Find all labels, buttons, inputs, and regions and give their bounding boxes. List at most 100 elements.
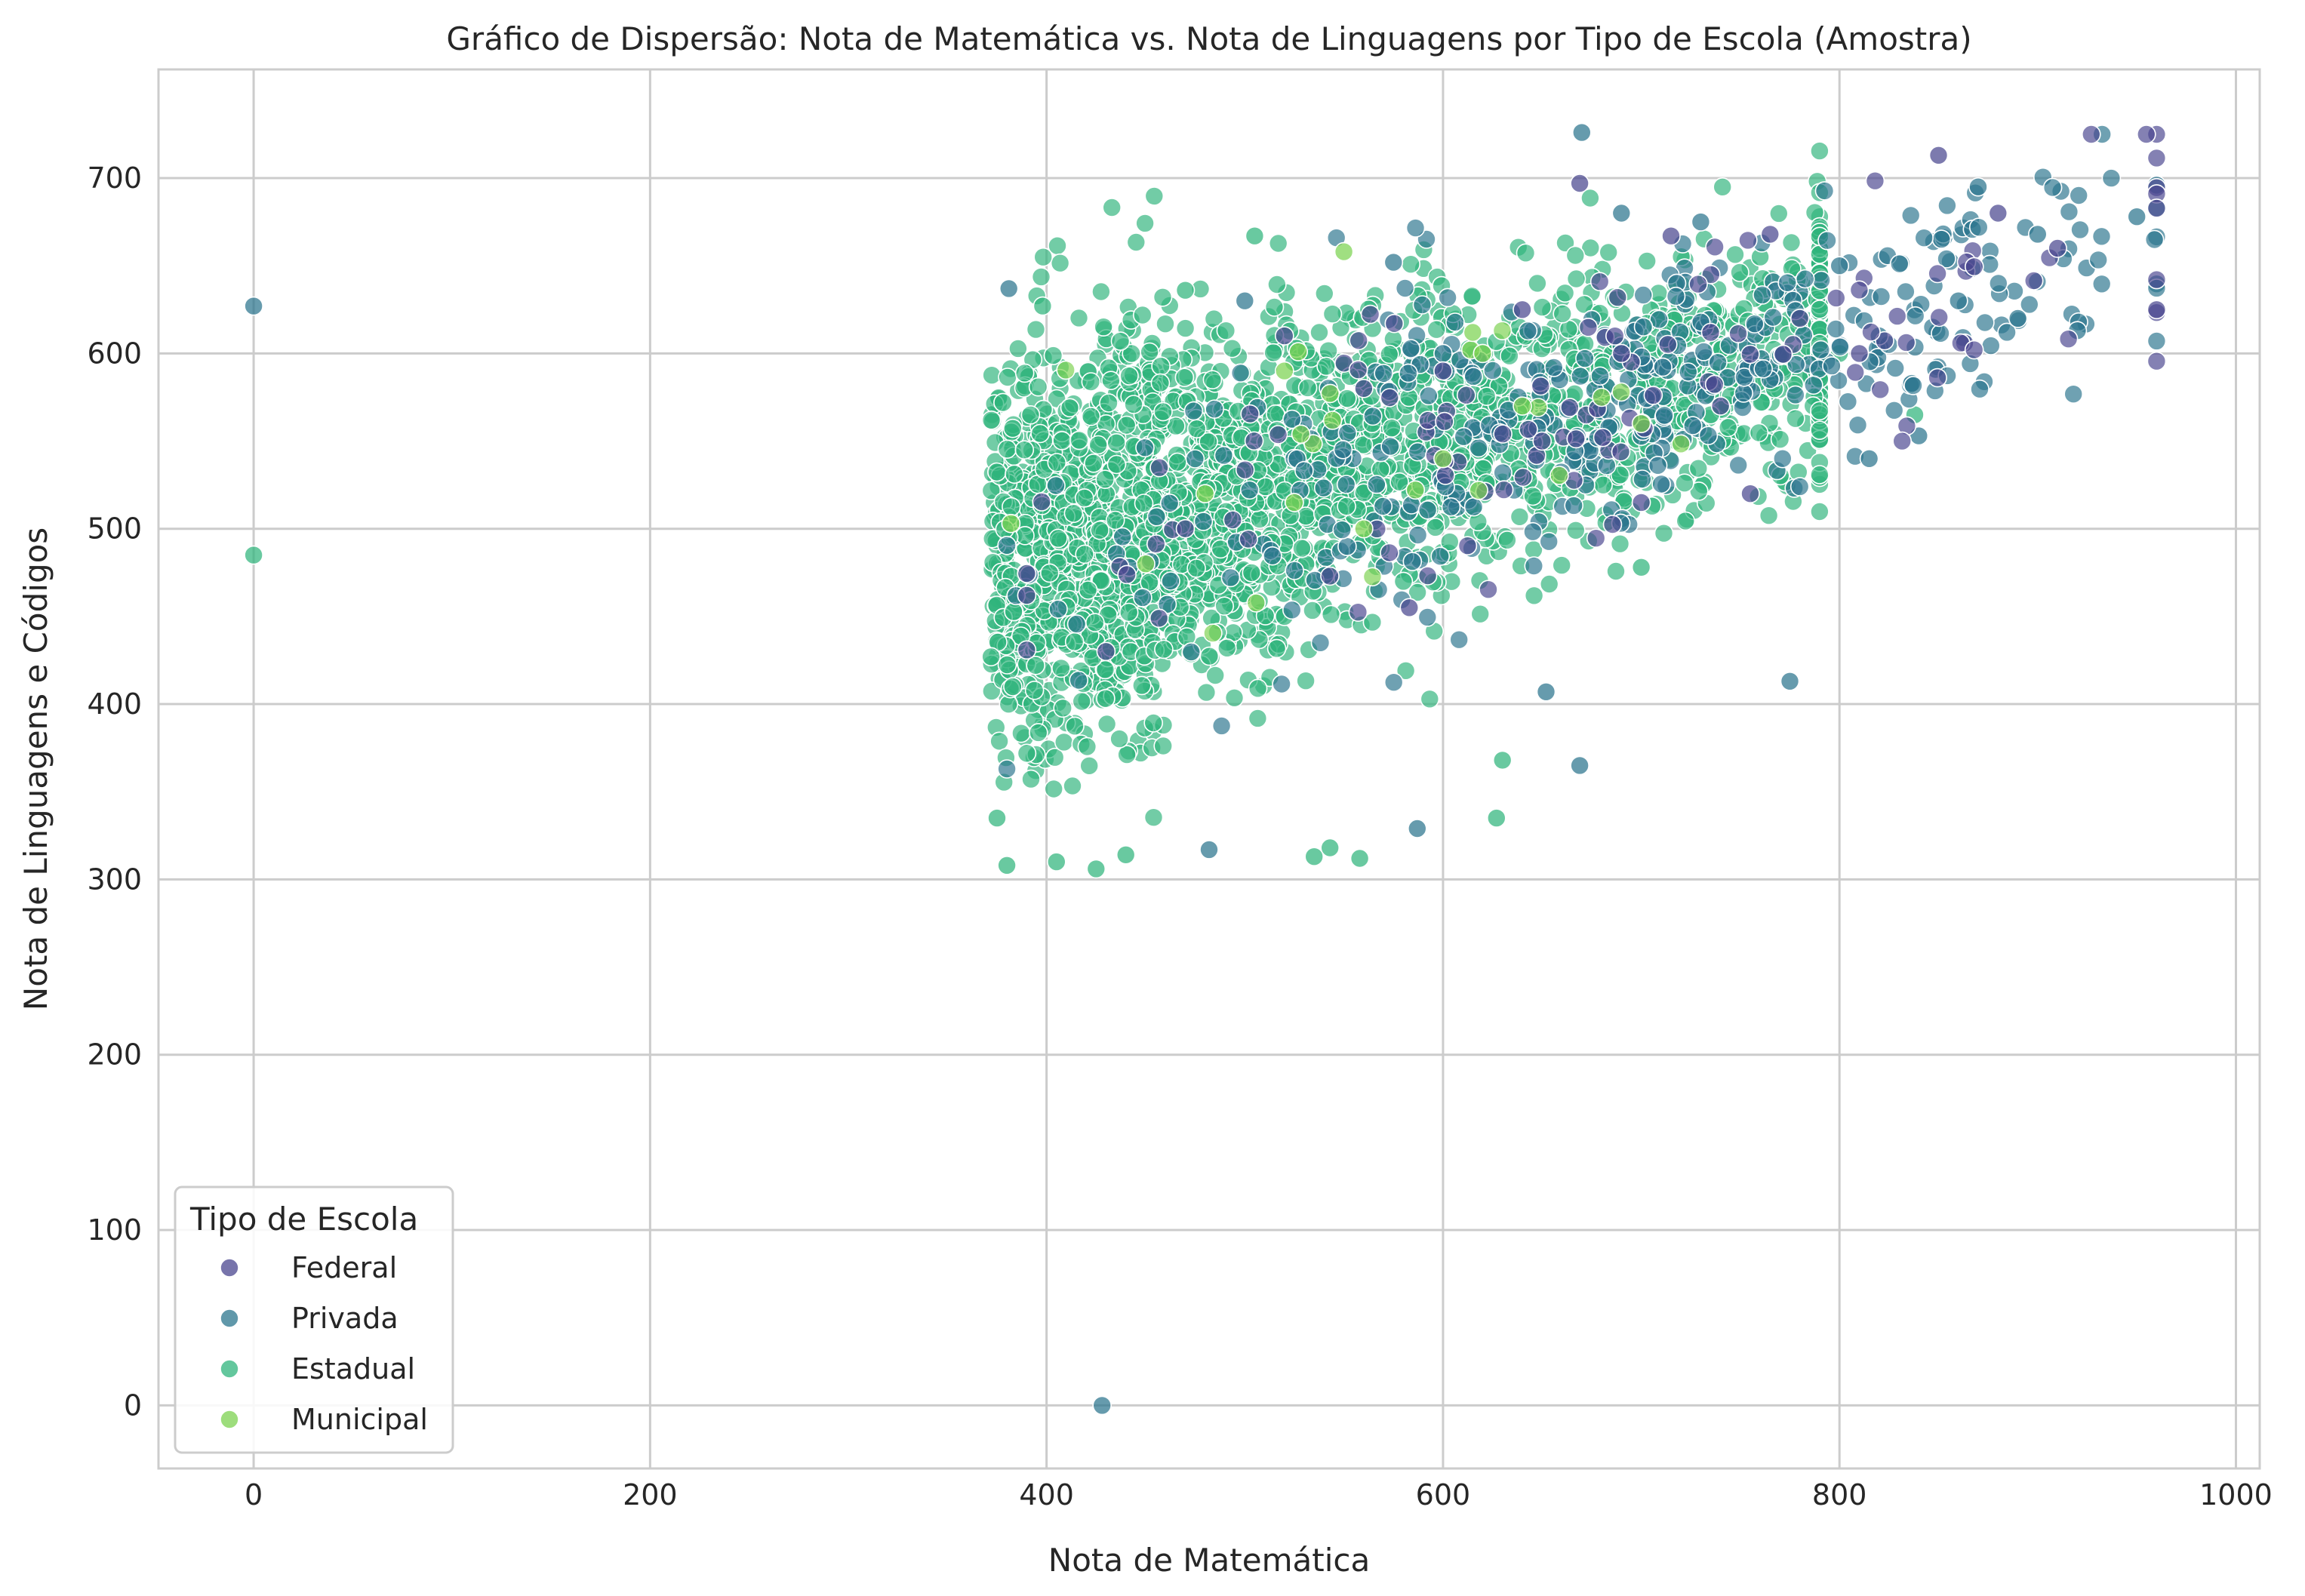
y-tick-label: 100 — [87, 1213, 142, 1247]
data-point-federal — [1849, 343, 1870, 364]
data-point-federal — [1433, 361, 1453, 381]
data-point-privada — [1795, 269, 1815, 289]
data-point-estadual — [1749, 423, 1769, 443]
data-point-estadual — [1090, 520, 1109, 540]
data-point-privada — [1419, 386, 1439, 406]
data-point-estadual — [1086, 859, 1106, 879]
data-point-estadual — [1021, 769, 1041, 789]
data-point-estadual — [1401, 254, 1420, 275]
data-point-estadual — [1676, 511, 1695, 531]
data-point-estadual — [982, 365, 1002, 386]
data-point-federal — [1738, 230, 1758, 251]
data-point-privada — [1337, 537, 1357, 557]
data-point-privada — [1483, 361, 1503, 380]
data-point-estadual — [1688, 458, 1709, 478]
data-point-privada — [1914, 228, 1934, 248]
data-point-estadual — [981, 647, 1001, 667]
data-point-privada — [1708, 352, 1728, 373]
data-point-privada — [1181, 642, 1202, 662]
data-point-municipal — [1291, 424, 1311, 444]
data-point-privada — [1679, 362, 1698, 382]
data-point-privada — [1691, 212, 1711, 232]
data-point-estadual — [1075, 488, 1094, 508]
data-point-privada — [1524, 556, 1544, 576]
data-point-estadual — [1008, 339, 1028, 358]
data-point-privada — [1811, 340, 1831, 360]
data-point-privada — [1536, 681, 1556, 702]
data-point-privada — [1463, 367, 1483, 386]
data-point-estadual — [1309, 322, 1329, 343]
data-point-estadual — [1150, 373, 1171, 393]
data-point-privada — [1214, 445, 1234, 466]
data-point-federal — [1704, 374, 1725, 395]
data-point-estadual — [1102, 198, 1122, 217]
data-point-estadual — [1718, 417, 1738, 438]
data-point-federal — [1566, 429, 1586, 449]
x-tick-label: 200 — [623, 1478, 678, 1511]
data-point-estadual — [1088, 435, 1108, 455]
data-point-estadual — [1292, 538, 1312, 558]
data-point-privada — [1408, 525, 1428, 545]
data-point-municipal — [1463, 322, 1483, 343]
data-point-privada — [1970, 379, 1990, 399]
data-point-federal — [1760, 224, 1780, 244]
data-point-estadual — [1151, 356, 1171, 377]
data-point-privada — [1408, 819, 1427, 838]
data-point-estadual — [1060, 398, 1080, 418]
data-point-privada — [1294, 460, 1314, 481]
data-point-privada — [2070, 220, 2090, 240]
x-tick-label: 800 — [1812, 1478, 1867, 1511]
legend-title: Tipo de Escola — [189, 1201, 418, 1238]
data-point-estadual — [1524, 586, 1544, 606]
data-point-federal — [1790, 309, 1810, 328]
data-point-federal — [1360, 304, 1380, 324]
data-point-privada — [2069, 186, 2088, 205]
data-point-estadual — [1105, 510, 1125, 530]
data-point-estadual — [1566, 269, 1586, 289]
data-point-estadual — [1081, 372, 1101, 392]
x-axis-label: Nota de Matemática — [1048, 1542, 1370, 1579]
data-point-privada — [1649, 309, 1669, 330]
data-point-estadual — [1063, 776, 1082, 796]
data-point-federal — [1593, 427, 1613, 447]
data-point-estadual — [1003, 418, 1023, 438]
data-point-estadual — [1051, 658, 1071, 678]
data-point-estadual — [1266, 404, 1285, 424]
data-point-privada — [1968, 177, 1988, 197]
data-point-privada — [1753, 285, 1772, 305]
data-point-federal — [1239, 529, 1258, 549]
data-point-federal — [2147, 351, 2167, 371]
data-point-estadual — [1144, 186, 1165, 206]
data-point-privada — [997, 535, 1017, 555]
data-point-estadual — [1156, 314, 1175, 334]
data-point-privada — [1159, 493, 1180, 513]
data-point-municipal — [1631, 414, 1651, 434]
data-point-privada — [1773, 448, 1793, 469]
data-point-estadual — [1353, 435, 1374, 455]
data-point-municipal — [1433, 448, 1453, 469]
data-point-estadual — [1054, 732, 1074, 752]
data-point-estadual — [1045, 747, 1065, 767]
data-point-privada — [1633, 469, 1652, 489]
data-point-estadual — [1116, 415, 1137, 435]
data-point-federal — [1149, 457, 1169, 478]
data-point-municipal — [1246, 593, 1266, 613]
data-point-estadual — [1532, 297, 1553, 317]
data-point-estadual — [1593, 475, 1613, 495]
data-point-privada — [1903, 376, 1923, 395]
data-point-privada — [1235, 291, 1255, 311]
data-point-estadual — [1380, 344, 1399, 364]
data-point-estadual — [1186, 419, 1207, 439]
data-point-federal — [1928, 263, 1947, 284]
data-point-federal — [1605, 326, 1625, 346]
data-point-privada — [1654, 405, 1674, 426]
data-point-privada — [1135, 438, 1155, 458]
data-point-estadual — [1152, 287, 1173, 307]
data-point-privada — [1112, 527, 1132, 547]
data-point-estadual — [1296, 671, 1316, 691]
data-point-estadual — [1810, 465, 1830, 484]
data-point-privada — [1931, 229, 1952, 249]
data-point-estadual — [1528, 273, 1547, 294]
data-point-estadual — [1094, 317, 1113, 337]
data-point-municipal — [1285, 493, 1304, 512]
